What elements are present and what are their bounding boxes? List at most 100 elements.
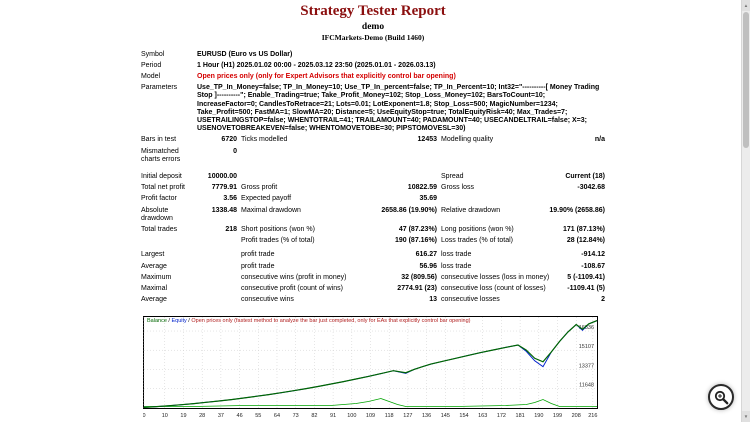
average-profit-trade-label: profit trade — [241, 262, 275, 270]
modelling-quality-value: n/a — [594, 136, 605, 144]
filler-cell — [139, 236, 195, 247]
spread-value: Current (18) — [565, 172, 605, 180]
profit-factor-value: 3.56 — [223, 195, 237, 203]
max-consecutive-wins-label: consecutive wins (profit in money) — [241, 273, 347, 281]
loss-trades-value: 28 (12.84%) — [566, 237, 605, 245]
x-axis-tick-label: 100 — [347, 413, 356, 419]
filler-cell — [195, 272, 239, 283]
x-axis-tick-label: 82 — [311, 413, 317, 419]
max-consecutive-losses-label: consecutive losses (loss in money) — [441, 273, 550, 281]
filler-cell — [195, 250, 239, 261]
chart-series-balance — [143, 319, 598, 408]
filler-cell — [195, 283, 239, 294]
row-profit-factor: Profit factor 3.56 Expected payoff 35.69 — [139, 194, 607, 205]
total-net-profit-label: Total net profit — [141, 184, 185, 192]
x-axis-tick-label: 46 — [237, 413, 243, 419]
expected-payoff-value: 35.69 — [419, 195, 437, 203]
relative-drawdown-value: 19.90% (2658.86) — [549, 206, 605, 214]
x-axis-tick-label: 127 — [403, 413, 412, 419]
maximal-consecutive-profit-label: consecutive profit (count of wins) — [241, 284, 343, 292]
y-axis-tick-label: 15107 — [579, 344, 594, 350]
total-trades-label: Total trades — [141, 225, 178, 233]
vertical-scrollbar[interactable]: ▲ ▼ — [741, 0, 750, 422]
initial-deposit-value: 10000.00 — [207, 172, 237, 180]
row-average-consecutive: Average consecutive wins 13 consecutive … — [139, 295, 607, 306]
x-axis-tick-label: 10 — [162, 413, 168, 419]
period-value: 1 Hour (H1) 2025.01.02 00:00 - 2025.03.1… — [197, 61, 436, 69]
profit-trades-label: Profit trades (% of total) — [241, 237, 315, 245]
scrollbar-thumb[interactable] — [743, 12, 749, 148]
ticks-modelled-value: 12453 — [417, 136, 437, 144]
x-axis-tick-label: 109 — [366, 413, 375, 419]
model-label: Model — [141, 72, 161, 80]
filler-cell — [195, 295, 239, 306]
period-label: Period — [141, 61, 162, 69]
initial-deposit-label: Initial deposit — [141, 172, 182, 180]
modelling-quality-label: Modelling quality — [441, 136, 494, 144]
maximal-consecutive-label: Maximal — [141, 284, 168, 292]
row-symbol: Symbol EURUSD (Euro vs US Dollar) — [139, 49, 607, 60]
scrollbar-down-arrow[interactable]: ▼ — [742, 411, 750, 422]
largest-profit-trade-value: 616.27 — [415, 251, 437, 259]
x-axis-tick-label: 55 — [255, 413, 261, 419]
average-consecutive-losses-label: consecutive losses — [441, 296, 500, 304]
average-consecutive-wins-label: consecutive wins — [241, 296, 294, 304]
row-period: Period 1 Hour (H1) 2025.01.02 00:00 - 20… — [139, 60, 607, 71]
gross-loss-value: -3042.68 — [577, 184, 605, 192]
filler-cell — [195, 236, 239, 247]
x-axis-tick-label: 154 — [459, 413, 468, 419]
maximal-drawdown-label: Maximal drawdown — [241, 206, 301, 214]
x-axis-tick-label: 145 — [441, 413, 450, 419]
long-positions-value: 171 (87.13%) — [562, 225, 605, 233]
mismatched-errors-value: 0 — [233, 147, 237, 155]
x-axis-tick-label: 216 — [588, 413, 597, 419]
row-bars-ticks-quality: Bars in test 6720 Ticks modelled 12453 M… — [139, 135, 607, 146]
report-header: Strategy Tester Report demo IFCMarkets-D… — [139, 0, 607, 42]
relative-drawdown-label: Relative drawdown — [441, 206, 501, 214]
average-consecutive-losses-value: 2 — [601, 296, 605, 304]
maximal-drawdown-value: 2658.86 (19.90%) — [381, 206, 437, 214]
short-positions-value: 47 (87.23%) — [398, 225, 437, 233]
x-axis-tick-label: 73 — [293, 413, 299, 419]
largest-profit-trade-label: profit trade — [241, 251, 275, 259]
total-trades-value: 218 — [225, 225, 237, 233]
zoom-button[interactable] — [708, 384, 734, 410]
absolute-drawdown-value: 1338.48 — [211, 206, 237, 214]
x-axis-tick-label: 172 — [497, 413, 506, 419]
maximal-consecutive-loss-label: consecutive loss (count of losses) — [441, 284, 546, 292]
row-profit-loss-trades: Profit trades (% of total) 190 (87.16%) … — [139, 236, 607, 247]
average-loss-trade-value: -108.67 — [581, 262, 605, 270]
filler-cell — [239, 171, 339, 182]
scrollbar-up-arrow[interactable]: ▲ — [742, 0, 750, 11]
x-axis-tick-label: 91 — [330, 413, 336, 419]
page-title: Strategy Tester Report — [300, 3, 446, 19]
balance-chart-svg: 0 10 19 28 37 46 55 64 73 82 91 100 109 118 127 136 145 1… — [142, 315, 598, 419]
row-drawdown: Absolute drawdown 1338.48 Maximal drawdo… — [139, 205, 607, 224]
row-average-trade: Average profit trade 56.96 loss trade -1… — [139, 261, 607, 272]
filler-cell — [535, 194, 607, 205]
filler-cell — [195, 261, 239, 272]
gross-profit-label: Gross profit — [241, 184, 278, 192]
x-axis-tick-label: 0 — [143, 413, 146, 419]
x-axis-tick-label: 136 — [422, 413, 431, 419]
profit-trades-value: 190 (87.16%) — [394, 237, 437, 245]
y-axis-tick-label: 16836 — [579, 325, 594, 331]
x-axis-tick-label: 163 — [478, 413, 487, 419]
profit-factor-label: Profit factor — [141, 195, 177, 203]
average-consecutive-wins-value: 13 — [429, 296, 437, 304]
ticks-modelled-label: Ticks modelled — [241, 136, 288, 144]
x-axis-tick-label: 64 — [274, 413, 280, 419]
x-axis-tick-label: 181 — [516, 413, 525, 419]
row-maximum-consecutive: Maximum consecutive wins (profit in mone… — [139, 272, 607, 283]
server-name: IFCMarkets-Demo (Build 1460) — [321, 33, 425, 42]
x-axis-tick-label: 28 — [199, 413, 205, 419]
expert-name: demo — [361, 22, 385, 32]
x-axis-tick-label: 199 — [553, 413, 562, 419]
largest-loss-trade-label: loss trade — [441, 251, 472, 259]
spread-label: Spread — [441, 172, 464, 180]
x-axis-tick-label: 118 — [385, 413, 394, 419]
filler-cell — [339, 171, 439, 182]
magnifier-icon — [714, 390, 728, 404]
chart-series-lots — [144, 397, 597, 407]
